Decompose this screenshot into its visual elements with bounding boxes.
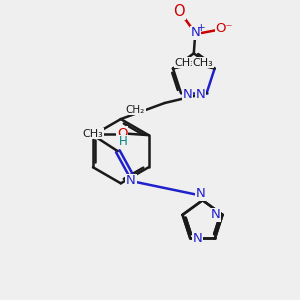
Text: CH₃: CH₃ [83, 129, 104, 139]
Text: O: O [173, 4, 185, 19]
Text: H: H [119, 135, 128, 148]
Text: N: N [182, 88, 192, 101]
Text: CH₂: CH₂ [126, 105, 145, 115]
Text: N: N [196, 187, 206, 200]
Text: O⁻: O⁻ [216, 22, 233, 35]
Text: N: N [193, 232, 202, 245]
Text: N: N [195, 88, 205, 101]
Text: CH₃: CH₃ [193, 58, 213, 68]
Text: N: N [126, 175, 136, 188]
Text: O: O [117, 127, 128, 140]
Text: N: N [196, 187, 206, 200]
Text: N: N [193, 232, 202, 245]
Text: CH₃: CH₃ [174, 58, 195, 68]
Text: N: N [210, 208, 220, 221]
Text: N: N [210, 208, 220, 221]
Text: N: N [190, 26, 200, 39]
Text: +: + [197, 23, 206, 33]
